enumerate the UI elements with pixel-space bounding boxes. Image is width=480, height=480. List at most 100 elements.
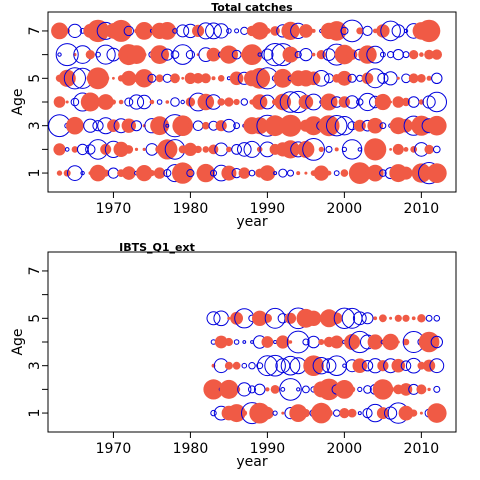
residual-bubble <box>187 123 194 129</box>
residual-bubble <box>417 74 426 83</box>
x-tick-label: 2000 <box>327 201 363 217</box>
residual-bubble <box>402 51 410 59</box>
residual-bubble <box>141 52 147 57</box>
residual-bubble <box>334 116 355 136</box>
residual-bubble <box>391 358 406 373</box>
residual-bubble <box>391 24 405 38</box>
residual-bubble <box>356 27 364 35</box>
residual-bubble <box>206 47 221 62</box>
residual-bubble <box>281 411 285 415</box>
residual-bubble <box>363 385 372 394</box>
residual-bubble <box>150 45 170 64</box>
residual-bubble <box>364 138 387 161</box>
residual-bubble <box>379 314 387 323</box>
residual-bubble <box>358 92 377 112</box>
residual-bubble <box>242 340 247 344</box>
residual-bubble <box>389 100 392 104</box>
residual-bubble <box>325 409 333 417</box>
residual-bubble <box>237 142 252 157</box>
residual-bubble <box>274 93 292 111</box>
y-axis-label: Age <box>10 88 26 115</box>
residual-bubble <box>373 316 378 321</box>
residual-bubble <box>124 145 134 154</box>
residual-bubble <box>357 147 362 152</box>
residual-bubble <box>87 67 109 90</box>
residual-bubble <box>387 386 394 393</box>
residual-bubble <box>226 28 232 34</box>
residual-bubble <box>226 146 232 153</box>
residual-bubble <box>424 49 434 60</box>
residual-bubble <box>335 380 354 399</box>
residual-bubble <box>127 45 146 64</box>
residual-bubble <box>427 403 447 423</box>
residual-bubble <box>326 170 332 176</box>
residual-bubble <box>257 355 278 377</box>
residual-bubble <box>202 146 210 153</box>
residual-bubble <box>289 404 308 422</box>
residual-bubble <box>213 23 229 39</box>
residual-bubble <box>399 118 413 133</box>
residual-bubble <box>349 386 356 393</box>
residual-bubble <box>176 24 190 38</box>
residual-bubble <box>233 385 241 393</box>
residual-bubble <box>224 361 233 370</box>
residual-bubble <box>238 167 250 179</box>
panel-ibts-q1-ext: IBTS_Q1_ext 1970 1980 1990 2000 2010 1 3 5 7 ye… <box>10 241 457 470</box>
residual-bubble <box>416 384 427 395</box>
residual-bubble <box>66 116 84 135</box>
y-tick-label: 1 <box>27 409 43 418</box>
residual-bubble <box>196 163 215 183</box>
residual-bubble <box>270 26 280 36</box>
residual-bubble <box>389 148 392 151</box>
residual-bubble <box>200 73 211 84</box>
residual-bubble <box>56 170 63 176</box>
residual-bubble <box>185 50 195 60</box>
residual-bubble <box>180 99 185 105</box>
residual-bubble <box>67 165 83 182</box>
residual-bubble <box>344 334 361 350</box>
residual-bubble <box>392 49 404 61</box>
residual-bubble <box>361 312 374 325</box>
x-tick-label: 1980 <box>173 441 209 457</box>
residual-bubble <box>321 358 337 374</box>
residual-bubble <box>252 94 268 110</box>
residual-bubble <box>142 147 146 151</box>
residual-bubble <box>318 339 325 345</box>
residual-bubble <box>275 358 291 374</box>
x-tick-label: 2010 <box>404 441 440 457</box>
residual-bubble <box>296 387 301 392</box>
residual-bubble <box>318 146 324 152</box>
residual-bubble <box>183 142 197 156</box>
residual-bubble <box>396 76 400 80</box>
residual-bubble <box>165 123 170 128</box>
residual-bubble <box>217 75 225 82</box>
residual-bubble <box>426 91 447 113</box>
residual-bubble <box>219 45 238 64</box>
residual-bubble <box>265 387 270 392</box>
residual-bubble <box>252 310 268 326</box>
x-tick-label: 1980 <box>173 201 209 217</box>
residual-bubble <box>377 72 389 84</box>
residual-bubble <box>227 404 246 423</box>
residual-bubble <box>380 147 385 152</box>
residual-bubble <box>280 355 301 376</box>
residual-bubble <box>205 22 222 40</box>
residual-bubble <box>302 138 326 161</box>
residual-bubble <box>318 115 340 137</box>
y-tick-label: 3 <box>27 121 43 130</box>
residual-bubble <box>418 331 440 353</box>
residual-bubble <box>113 141 129 157</box>
x-tick-label: 1990 <box>250 201 286 217</box>
residual-bubble <box>347 408 357 418</box>
residual-bubble <box>224 337 233 347</box>
residual-bubble <box>326 21 347 41</box>
residual-bubble <box>264 115 286 137</box>
residual-bubble <box>325 145 333 153</box>
residual-bubble <box>253 383 266 396</box>
residual-bubble <box>233 122 241 130</box>
residual-bubble <box>276 335 290 349</box>
residual-bubble <box>433 315 441 322</box>
residual-bubble <box>278 168 288 178</box>
residual-bubble <box>181 76 185 80</box>
residual-bubble <box>249 67 271 89</box>
